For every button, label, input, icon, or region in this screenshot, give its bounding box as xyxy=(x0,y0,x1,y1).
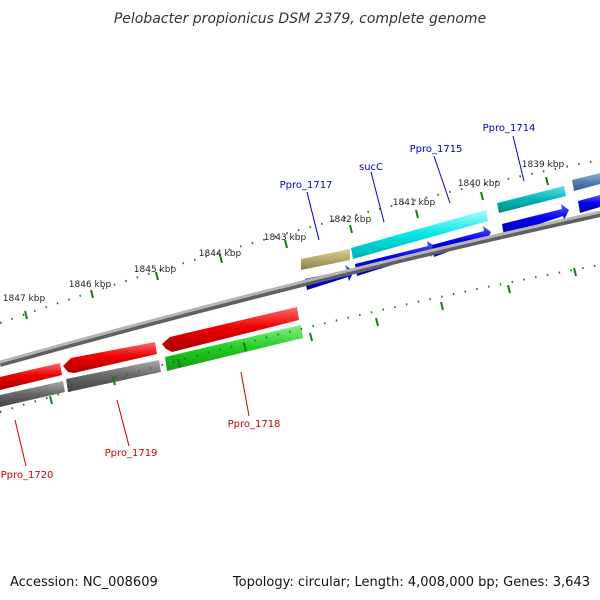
forward-strand-features xyxy=(301,173,600,270)
major-tick xyxy=(349,224,353,234)
major-tick xyxy=(545,176,549,186)
major-tick xyxy=(243,342,247,352)
reverse-cds xyxy=(0,307,299,390)
gene-label-ppro-1719[interactable]: Ppro_1719 xyxy=(105,448,158,459)
tick-label: 1846 kbp xyxy=(69,280,112,290)
tick-label: 1839 kbp xyxy=(522,160,565,170)
major-tick xyxy=(507,284,511,294)
feature-green[interactable] xyxy=(165,325,303,371)
gene-label-ppro-1715[interactable]: Ppro_1715 xyxy=(410,144,463,155)
gene-label-ppro-1718[interactable]: Ppro_1718 xyxy=(228,419,281,430)
major-tick xyxy=(573,267,577,277)
feature-steel[interactable] xyxy=(572,173,600,191)
major-tick xyxy=(177,358,181,368)
cds-arrow-ppro-1718[interactable] xyxy=(162,307,299,352)
major-tick xyxy=(284,239,288,249)
leader-line-ppro-1714 xyxy=(512,135,525,182)
cds-arrow-ppro-1714[interactable] xyxy=(502,204,569,236)
gene-label-succ[interactable]: sucC xyxy=(359,162,383,173)
forward-cds xyxy=(305,195,600,290)
gene-label-ppro-1714[interactable]: Ppro_1714 xyxy=(483,123,536,134)
feature-cyan[interactable] xyxy=(351,210,488,259)
feature-gray-2[interactable] xyxy=(66,360,161,392)
major-tick xyxy=(112,376,116,386)
leader-lines xyxy=(14,135,525,467)
major-tick xyxy=(440,301,444,311)
major-tick xyxy=(155,271,159,281)
feature-teal[interactable] xyxy=(497,186,566,213)
major-ticks-outer xyxy=(24,176,549,320)
tick-label: 1844 kbp xyxy=(199,249,242,259)
major-tick xyxy=(309,332,313,342)
cds-arrow-ppro-1720[interactable] xyxy=(0,363,62,390)
genome-backbone xyxy=(0,210,600,364)
feature-gray-1[interactable] xyxy=(0,381,65,407)
tick-label: 1840 kbp xyxy=(458,179,501,189)
gene-labels: Ppro_1714 sucC Ppro_1715 Ppro_1717 Ppro_… xyxy=(1,123,536,481)
genome-backbone-shadow xyxy=(0,211,600,367)
genome-summary-text: Topology: circular; Length: 4,008,000 bp… xyxy=(232,575,590,590)
major-tick xyxy=(90,289,94,299)
gene-label-ppro-1717[interactable]: Ppro_1717 xyxy=(280,180,333,191)
leader-line-ppro-1718 xyxy=(240,371,250,417)
leader-line-succ xyxy=(370,171,385,223)
cds-arrow-partial[interactable] xyxy=(578,195,600,213)
major-tick xyxy=(219,254,223,264)
accession-text: Accession: NC_008609 xyxy=(10,575,158,590)
leader-line-ppro-1719 xyxy=(116,399,130,447)
tick-label: 1842 kbp xyxy=(329,215,372,225)
major-tick xyxy=(24,310,28,320)
cds-arrow-ppro-1719[interactable] xyxy=(63,342,157,373)
major-tick xyxy=(480,191,484,201)
major-tick xyxy=(49,395,53,405)
tick-label: 1843 kbp xyxy=(264,233,307,243)
major-tick xyxy=(375,317,379,327)
tick-label: 1845 kbp xyxy=(134,265,177,275)
major-tick xyxy=(415,209,419,219)
leader-line-ppro-1717 xyxy=(306,191,320,241)
tick-labels: 1847 kbp 1846 kbp 1845 kbp 1844 kbp 1843… xyxy=(3,160,565,304)
tick-label: 1847 kbp xyxy=(3,294,46,304)
gene-label-ppro-1720[interactable]: Ppro_1720 xyxy=(1,470,54,481)
leader-line-ppro-1715 xyxy=(433,155,451,204)
map-title: Pelobacter propionicus DSM 2379, complet… xyxy=(114,11,486,27)
major-ticks-inner xyxy=(49,267,577,405)
tick-label: 1841 kbp xyxy=(393,198,436,208)
reverse-strand-features xyxy=(0,325,303,407)
feature-olive[interactable] xyxy=(301,249,350,270)
leader-line-ppro-1720 xyxy=(14,419,27,467)
